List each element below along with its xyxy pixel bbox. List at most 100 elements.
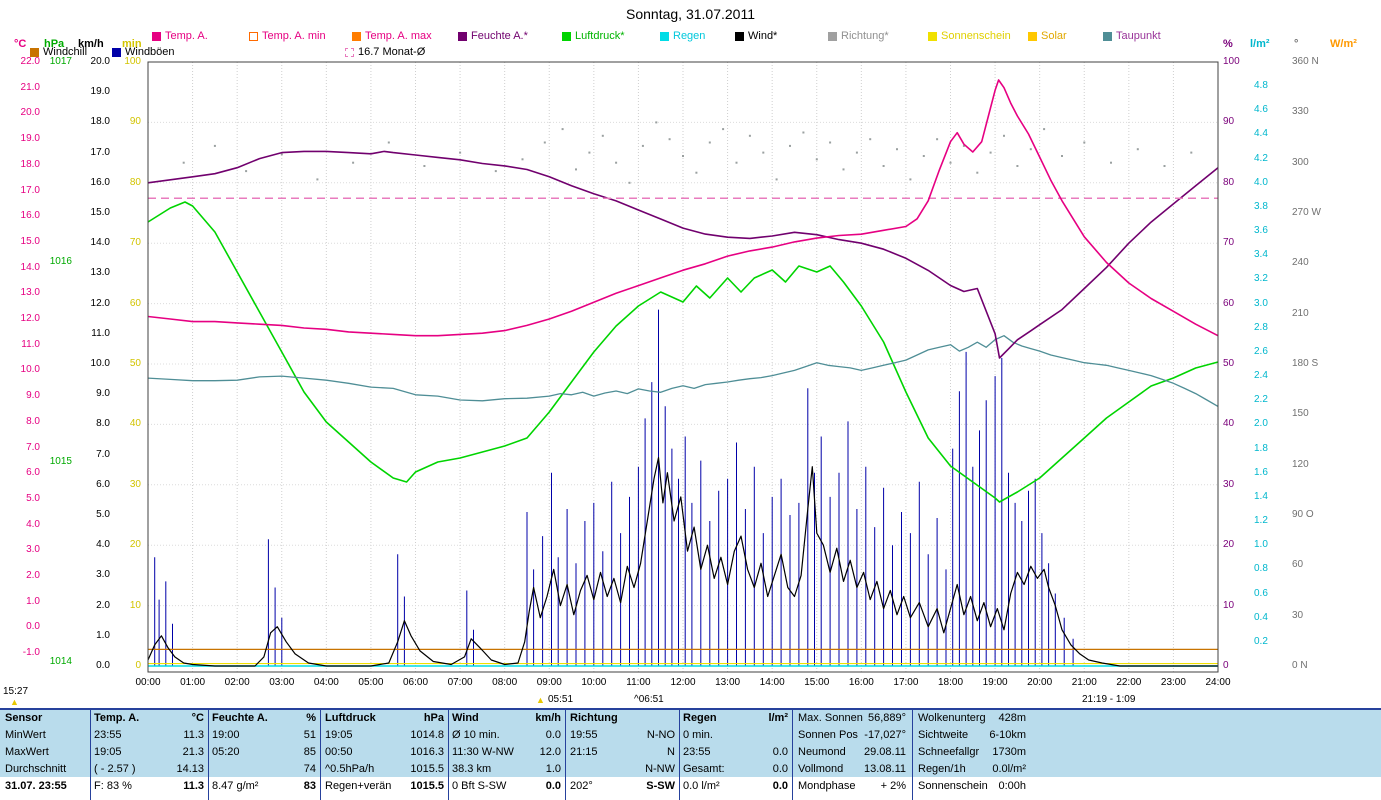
y-tick-lm2-3.0: 3.0 <box>1254 297 1268 309</box>
temp-a-swatch-icon <box>152 32 161 41</box>
y-tick-lm2-0.8: 0.8 <box>1254 563 1268 575</box>
series-richtung-dot <box>869 138 872 141</box>
legend-item-monatsmittel: 16.7 Monat-Ø <box>345 47 425 58</box>
axis-unit-lm2: l/m² <box>1250 38 1270 50</box>
y-tick-kmh-3.0: 3.0 <box>96 569 110 581</box>
series-richtung-dot <box>775 178 778 181</box>
table-cell-2-3-value: 1015.5 <box>410 780 444 792</box>
y-tick-deg-360 N: 360 N <box>1292 56 1319 67</box>
y-tick-lm2-2.6: 2.6 <box>1254 345 1268 357</box>
series-richtung-dot <box>1083 141 1086 144</box>
temp-a-min-swatch-icon <box>249 32 258 41</box>
table-row-label-3: Durchschnitt <box>5 762 67 775</box>
y-tick-temp-3.0: 3.0 <box>26 544 40 556</box>
richtung-swatch-icon <box>828 32 837 41</box>
y-tick-pct-10: 10 <box>1223 599 1235 611</box>
legend-item-richtung: Richtung* <box>828 31 889 42</box>
table-header-unit-2: hPa <box>423 712 444 724</box>
y-tick-kmh-16.0: 16.0 <box>90 176 110 188</box>
y-tick-kmh-18.0: 18.0 <box>90 116 110 128</box>
y-tick-pct-80: 80 <box>1223 176 1235 188</box>
table-cell-1-3-label: 8.47 g/m² <box>212 780 259 792</box>
series-richtung-dot <box>748 134 751 137</box>
y-tick-temp-22.0: 22.0 <box>20 56 40 67</box>
time-marker-left: 15:27 <box>3 686 29 697</box>
y-tick-lm2-4.2: 4.2 <box>1254 152 1268 164</box>
y-tick-temp-9.0: 9.0 <box>26 390 40 402</box>
feuchte-a-swatch-icon <box>458 32 467 41</box>
luftdruck-swatch-icon <box>562 32 571 41</box>
y-tick-pct-0: 0 <box>1223 660 1229 671</box>
y-tick-temp-18.0: 18.0 <box>20 158 40 170</box>
table-cell-5-1-label: 23:55 <box>683 746 711 758</box>
x-tick-09:00: 09:00 <box>536 677 562 688</box>
legend-label-sonnenschein: Sonnenschein <box>941 30 1011 42</box>
table-cell-0-2-label: ( - 2.57 ) <box>94 762 136 775</box>
info1-0-value: 56,889° <box>867 712 906 724</box>
y-tick-kmh-11.0: 11.0 <box>91 327 110 339</box>
series-richtung-dot <box>1163 165 1166 167</box>
sensor-table-current-row-bg <box>0 777 1381 800</box>
table-header-3: Wind <box>452 712 479 724</box>
y-tick-temp-10.0: 10.0 <box>20 364 40 376</box>
evening-time-range: 21:19 - 1:09 <box>1082 694 1136 705</box>
table-cell-2-3-label: Regen+verän <box>325 780 392 792</box>
series-richtung-dot <box>762 151 765 154</box>
wind-swatch-icon <box>735 32 744 41</box>
legend-label-richtung: Richtung* <box>841 30 889 42</box>
page-title: Sonntag, 31.07.2011 <box>626 6 755 22</box>
legend-label-luftdruck: Luftdruck* <box>575 30 625 42</box>
chart-plot-area[interactable] <box>0 0 1381 708</box>
table-cell-5-2-value: 0.0 <box>772 762 788 775</box>
series-richtung-dot <box>213 144 216 147</box>
table-separator-6 <box>792 708 793 800</box>
y-tick-lm2-2.2: 2.2 <box>1254 394 1268 406</box>
series-richtung-dot <box>855 151 858 154</box>
table-row-label-0: Sensor <box>5 712 43 724</box>
sunrise-icon: ▲ <box>536 695 545 705</box>
series-richtung-dot <box>789 144 791 147</box>
info1-2-label: Neumond <box>798 746 846 758</box>
x-tick-18:00: 18:00 <box>937 677 964 688</box>
series-richtung-dot <box>245 170 248 173</box>
y-tick-hpa-1016: 1016 <box>49 256 72 267</box>
table-header-unit-5: l/m² <box>768 712 788 724</box>
y-tick-kmh-9.0: 9.0 <box>96 388 110 400</box>
windchill-swatch-icon <box>30 48 39 57</box>
info2-4-label: Sonnenschein <box>918 780 988 792</box>
legend-label-wind: Wind* <box>748 30 778 42</box>
y-tick-lm2-1.6: 1.6 <box>1254 466 1268 478</box>
series-luftdruck <box>147 201 1219 503</box>
y-tick-temp-15.0: 15.0 <box>20 235 40 247</box>
y-tick-lm2-1.0: 1.0 <box>1254 539 1268 551</box>
legend-label-monatsmittel: 16.7 Monat-Ø <box>358 46 426 58</box>
series-richtung-dot <box>280 153 283 156</box>
y-tick-kmh-19.0: 19.0 <box>90 86 110 98</box>
sonnenschein-swatch-icon <box>928 32 937 41</box>
table-cell-3-3-value: 0.0 <box>545 780 561 792</box>
info2-1-label: Sichtweite <box>918 729 969 741</box>
series-richtung-dot <box>989 151 992 154</box>
y-tick-temp-16.0: 16.0 <box>20 210 40 222</box>
solar-swatch-icon <box>1028 32 1037 41</box>
info1-0-label: Max. Sonnen <box>798 712 863 724</box>
y-tick-lm2-0.6: 0.6 <box>1254 587 1268 599</box>
y-tick-pct-40: 40 <box>1223 418 1235 430</box>
y-tick-min-70: 70 <box>129 237 141 249</box>
x-tick-06:00: 06:00 <box>402 677 429 688</box>
y-tick-pct-20: 20 <box>1223 539 1235 551</box>
y-tick-min-80: 80 <box>129 176 141 188</box>
windboeen-swatch-icon <box>112 48 121 57</box>
x-tick-14:00: 14:00 <box>759 677 785 688</box>
y-tick-min-90: 90 <box>129 116 141 128</box>
series-richtung-dot <box>949 161 952 164</box>
x-tick-04:00: 04:00 <box>313 677 339 688</box>
table-cell-4-2-value: N-NW <box>645 762 675 775</box>
info1-1-label: Sonnen Pos <box>798 729 858 741</box>
series-richtung-dot <box>494 170 497 173</box>
series-richtung-dot <box>459 151 462 154</box>
moon-arrow-icon: ▲ <box>10 697 19 707</box>
table-cell-3-1-label: 11:30 W-NW <box>452 746 514 758</box>
table-row-label-2: MaxWert <box>5 746 49 758</box>
table-cell-5-3-label: 0.0 l/m² <box>683 780 720 792</box>
